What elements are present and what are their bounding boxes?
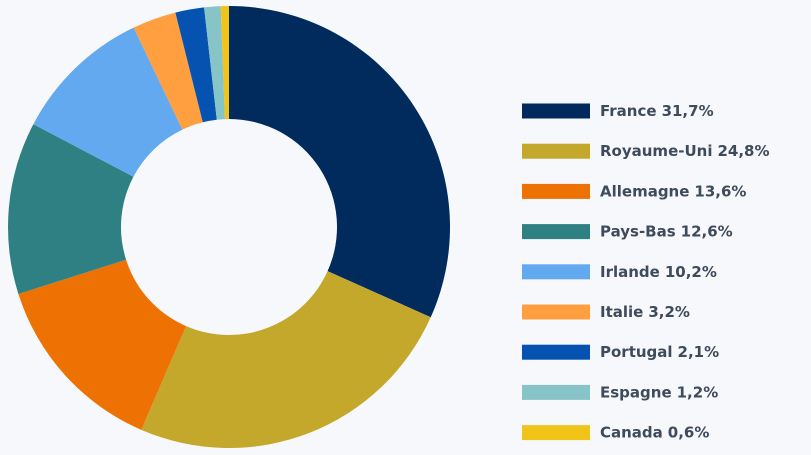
legend-swatch — [522, 103, 590, 119]
legend-name: Pays-Bas — [600, 222, 676, 240]
legend-label: Allemagne 13,6% — [600, 182, 746, 200]
legend-name: Portugal — [600, 343, 673, 361]
legend-label: Pays-Bas 12,6% — [600, 222, 733, 240]
legend-label: Canada 0,6% — [600, 423, 709, 441]
legend-value: 1,2% — [677, 383, 719, 401]
legend-value: 2,1% — [678, 343, 720, 361]
legend-value: 12,6% — [681, 222, 733, 240]
legend-swatch — [522, 304, 590, 320]
legend-value: 24,8% — [717, 142, 769, 160]
legend-value: 13,6% — [694, 182, 746, 200]
slice — [204, 6, 225, 120]
slice — [141, 271, 431, 448]
legend-value: 3,2% — [648, 303, 690, 321]
slice — [133, 12, 203, 130]
legend-swatch — [522, 183, 590, 199]
legend-swatch — [522, 264, 590, 280]
slice — [220, 6, 229, 120]
legend-label: Italie 3,2% — [600, 303, 690, 321]
legend-label: Royaume-Uni 24,8% — [600, 142, 770, 160]
slice — [8, 124, 134, 294]
slice — [229, 6, 450, 318]
legend-value: 0,6% — [668, 423, 710, 441]
legend-name: Canada — [600, 423, 663, 441]
legend-name: Allemagne — [600, 182, 689, 200]
slice — [175, 7, 217, 123]
legend-name: Italie — [600, 303, 643, 321]
legend-label: Espagne 1,2% — [600, 383, 718, 401]
legend-swatch — [522, 384, 590, 400]
legend-label: Portugal 2,1% — [600, 343, 719, 361]
legend-name: Espagne — [600, 383, 672, 401]
slice — [33, 27, 183, 177]
legend-name: Irlande — [600, 262, 660, 280]
legend-label: France 31,7% — [600, 102, 714, 120]
legend-value: 31,7% — [662, 102, 714, 120]
legend-swatch — [522, 143, 590, 159]
legend-swatch — [522, 344, 590, 360]
legend-label: Irlande 10,2% — [600, 262, 717, 280]
legend-swatch — [522, 224, 590, 240]
legend-swatch — [522, 425, 590, 441]
legend-name: France — [600, 102, 657, 120]
legend-value: 10,2% — [665, 262, 717, 280]
legend-name: Royaume-Uni — [600, 142, 712, 160]
slice — [18, 259, 187, 430]
